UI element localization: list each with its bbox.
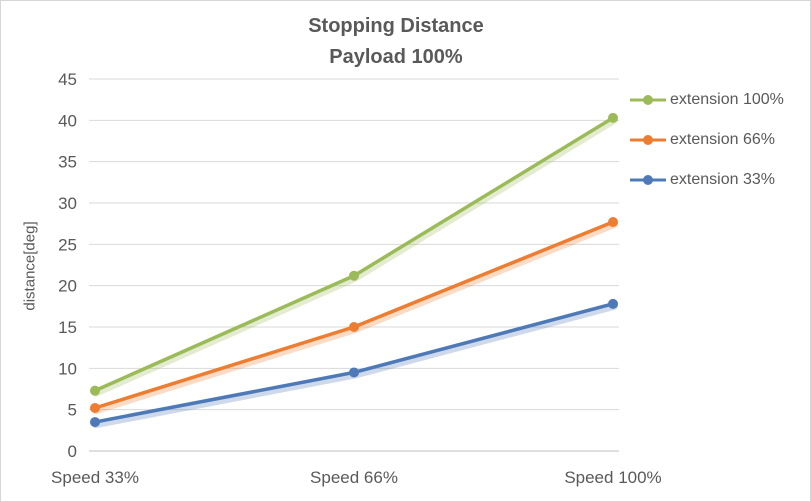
chart-title: Stopping Distance Payload 100%	[1, 11, 791, 73]
legend-marker	[643, 175, 653, 185]
data-point	[90, 385, 100, 396]
data-point	[608, 217, 618, 228]
data-point	[349, 270, 359, 281]
y-tick-label: 15	[58, 318, 77, 337]
legend-label: extension 100%	[670, 91, 784, 108]
y-tick-label: 25	[58, 235, 77, 254]
y-tick-label: 20	[58, 277, 77, 296]
data-point	[90, 417, 100, 428]
chart-title-line1: Stopping Distance	[308, 15, 484, 37]
y-tick-label: 0	[68, 442, 77, 461]
legend-label: extension 66%	[670, 131, 775, 148]
legend-marker	[643, 135, 653, 145]
data-point	[349, 322, 359, 332]
legend-swatch	[630, 95, 666, 105]
legend-item: extension 33%	[629, 171, 784, 189]
y-tick-label: 35	[58, 153, 77, 172]
data-point	[608, 298, 618, 309]
y-tick-label: 45	[58, 70, 77, 89]
data-point	[90, 403, 100, 414]
data-point	[349, 367, 359, 378]
x-category-label: Speed 66%	[310, 468, 398, 487]
y-tick-label: 10	[58, 359, 77, 378]
legend-swatch	[630, 135, 666, 145]
x-category-label: Speed 100%	[564, 468, 661, 487]
chart-title-line2: Payload 100%	[329, 46, 463, 68]
legend-swatch	[630, 175, 666, 185]
data-point	[608, 112, 618, 123]
legend-marker	[643, 95, 653, 105]
chart-legend: extension 100% extension 66% extension 33%	[629, 91, 784, 189]
y-tick-label: 40	[58, 111, 77, 130]
y-tick-label: 30	[58, 194, 77, 213]
legend-label: extension 33%	[670, 171, 775, 188]
legend-item: extension 100%	[629, 91, 784, 109]
legend-item: extension 66%	[629, 131, 784, 149]
x-category-label: Speed 33%	[51, 468, 139, 487]
series-line-1	[93, 220, 615, 410]
y-tick-label: 5	[68, 401, 77, 420]
